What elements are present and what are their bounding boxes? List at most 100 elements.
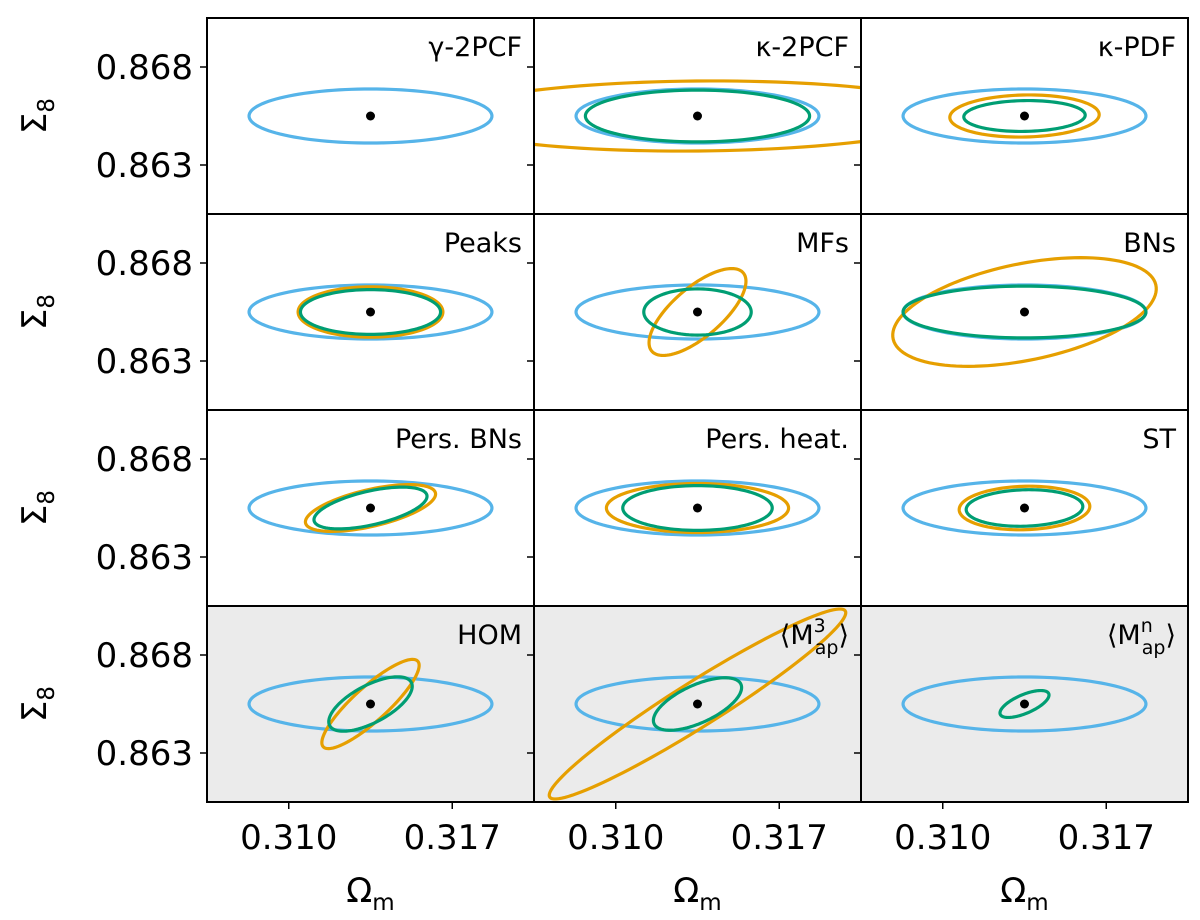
y-tick-label: 0.868 [96, 440, 193, 480]
panel-title-main: ⟨M [1107, 620, 1141, 651]
contour-method-panel-7 [303, 482, 438, 534]
x-axis-label: Ωm [346, 871, 394, 916]
panel-2: κ-2PCF [527, 17, 862, 221]
y-axis-label-sub: 8 [34, 294, 60, 309]
x-axis-label-main: Ω [346, 871, 372, 911]
contour-method-panel-8 [604, 481, 791, 535]
x-tick-label: 0.317 [731, 818, 828, 858]
contour-method-panel-10 [320, 657, 421, 751]
y-axis-label: Σ8 [15, 98, 60, 134]
panel-ellipses [247, 479, 494, 537]
panel-ellipses [574, 479, 821, 537]
y-axis-label-main: Σ [15, 113, 55, 134]
contour-combined-panel-11 [651, 676, 744, 732]
panel-title-end: ⟩ [1165, 620, 1176, 651]
panel-4: Peaks [200, 213, 535, 417]
x-tick-label: 0.317 [404, 818, 501, 858]
contour-combined-panel-4 [298, 287, 443, 337]
contour-gamma-2PCF-panel-10 [247, 675, 494, 733]
contour-combined-panel-5 [642, 287, 753, 337]
y-tick-label: 0.863 [96, 342, 193, 382]
y-axis-label-main: Σ [15, 701, 55, 722]
fiducial-point [693, 307, 702, 317]
fiducial-point [366, 503, 375, 513]
contour-gamma-2PCF-panel-7 [247, 479, 494, 537]
panel-title: ⟨Mn ap⟩ [1107, 615, 1176, 659]
panel-ellipses [574, 266, 821, 358]
y-tick-label: 0.863 [96, 146, 193, 186]
contour-method-panel-9 [957, 484, 1092, 532]
panels-layer: γ-2PCF κ-2PCF κ-PDF Peaks MFs BNs Pers. BNs Per… [200, 17, 1189, 809]
panel-title-sub: ap [1142, 637, 1166, 659]
panel-ellipses [901, 675, 1148, 733]
y-tick-label: 0.868 [96, 48, 193, 88]
contour-gamma-2PCF-panel-11 [574, 675, 821, 733]
contour-gamma-2PCF-panel-1 [247, 87, 494, 145]
panel-title: Peaks [444, 228, 522, 259]
panel-ellipses [901, 87, 1148, 145]
contour-combined-panel-10 [327, 675, 414, 733]
fiducial-point [366, 111, 375, 121]
panel-ellipses [547, 607, 848, 801]
panel-ellipses [534, 79, 861, 153]
x-axis-label: Ωm [1000, 871, 1048, 916]
panel-9: ST [854, 409, 1189, 613]
contour-gamma-2PCF-panel-4 [247, 283, 494, 341]
panel-title-end: ⟩ [838, 620, 849, 651]
contour-method-panel-4 [296, 285, 445, 339]
panel-title: κ-PDF [1098, 32, 1176, 63]
x-tick-label: 0.310 [567, 818, 664, 858]
y-tick-label: 0.863 [96, 538, 193, 578]
y-axis-label-main: Σ [15, 309, 55, 330]
x-tick-label: 0.310 [240, 818, 337, 858]
contour-gamma-2PCF-panel-5 [574, 283, 821, 341]
panel-title: γ-2PCF [428, 32, 522, 63]
panel-12: ⟨Mn ap⟩ [854, 605, 1189, 809]
y-tick-label: 0.868 [96, 244, 193, 284]
y-axis-label-sub: 8 [34, 98, 60, 113]
panel-1: γ-2PCF [200, 17, 535, 221]
fiducial-point [693, 503, 702, 513]
panel-title: BNs [1123, 228, 1176, 259]
contour-combined-panel-2 [583, 88, 812, 144]
panel-frame [860, 605, 1189, 803]
panel-7: Pers. BNs [200, 409, 535, 613]
contour-gamma-2PCF-panel-9 [901, 479, 1148, 537]
y-axis-label-sub: 8 [34, 686, 60, 701]
panel-title-main: ⟨M [780, 620, 814, 651]
contour-combined-panel-6 [901, 284, 1148, 340]
axes-layer: 0.8680.863Σ80.8680.863Σ80.8680.863Σ80.86… [15, 48, 1155, 916]
panel-title: κ-2PCF [756, 32, 850, 63]
fiducial-point [693, 699, 702, 709]
y-axis-label-main: Σ [15, 505, 55, 526]
panel-title-sub: ap [815, 637, 839, 659]
contour-combined-panel-3 [962, 98, 1087, 134]
panel-title: ⟨M3 ap⟩ [780, 615, 849, 659]
fiducial-point [366, 699, 375, 709]
contour-method-panel-6 [891, 256, 1158, 368]
panel-title: ST [1142, 424, 1176, 455]
y-axis-label: Σ8 [15, 294, 60, 330]
y-tick-label: 0.868 [96, 636, 193, 676]
contour-gamma-2PCF-panel-3 [901, 87, 1148, 145]
x-axis-label: Ωm [673, 871, 721, 916]
panel-ellipses [247, 283, 494, 341]
panel-5: MFs [527, 213, 862, 417]
y-tick-label: 0.863 [96, 734, 193, 774]
panel-title-sup: n [1141, 615, 1153, 637]
y-axis-label: Σ8 [15, 490, 60, 526]
y-axis-label: Σ8 [15, 686, 60, 722]
panel-3: κ-PDF [854, 17, 1189, 221]
fiducial-point [366, 307, 375, 317]
contour-method-panel-11 [547, 607, 848, 801]
fiducial-point [693, 111, 702, 121]
x-axis-label-sub: m [372, 890, 394, 916]
panel-title: Pers. BNs [395, 424, 522, 455]
contour-gamma-2PCF-panel-8 [574, 479, 821, 537]
contour-method-panel-3 [948, 93, 1101, 139]
contour-combined-panel-9 [964, 488, 1085, 528]
x-tick-label: 0.310 [894, 818, 991, 858]
fiducial-point [1020, 111, 1029, 121]
y-axis-label-sub: 8 [34, 490, 60, 505]
